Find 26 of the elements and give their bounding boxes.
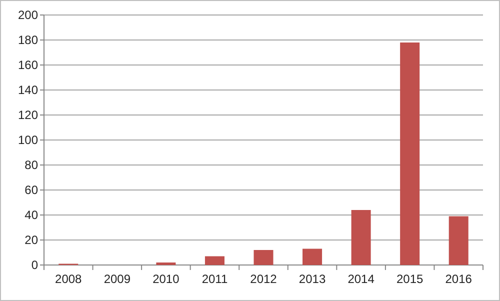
y-tick-label: 180 [18,33,38,48]
y-tick-label: 160 [18,58,38,72]
y-tick-label: 40 [24,208,38,222]
y-tick-label: 80 [24,158,38,172]
x-tick-label: 2009 [104,272,131,286]
x-tick-label: 2011 [202,272,228,286]
bar [302,248,322,265]
y-tick-label: 0 [31,258,38,272]
x-tick-label: 2014 [348,272,375,286]
y-tick-label: 100 [18,133,38,148]
bar [351,210,371,265]
x-tick-label: 2008 [55,272,82,286]
bar [204,256,224,265]
bar [254,250,274,265]
y-tick-label: 200 [18,8,38,22]
x-tick-label: 2013 [298,272,326,286]
y-tick-label: 60 [24,183,38,198]
y-tick-label: 140 [18,83,38,98]
x-tick-label: 2010 [152,272,180,286]
bar [448,216,468,265]
x-tick-label: 2016 [445,272,472,286]
bar [400,42,420,265]
y-tick-label: 120 [18,108,38,122]
x-tick-label: 2015 [396,272,424,286]
x-tick-label: 2012 [250,272,278,286]
y-tick-label: 20 [24,233,38,248]
